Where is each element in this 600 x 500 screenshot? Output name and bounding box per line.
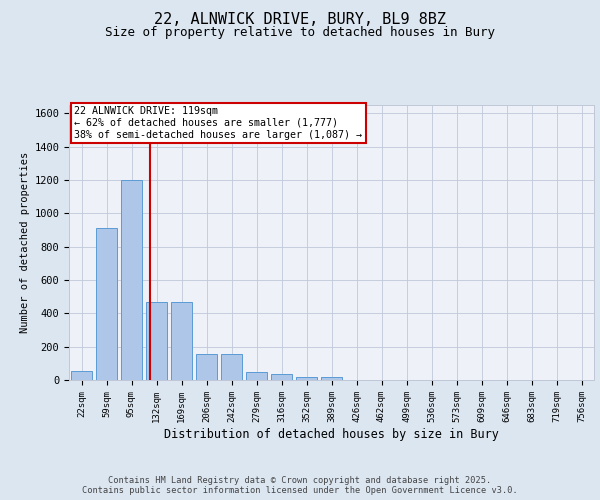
Bar <box>196 354 217 380</box>
Bar <box>171 302 192 380</box>
Bar <box>146 302 167 380</box>
Bar <box>321 376 342 380</box>
Text: 22, ALNWICK DRIVE, BURY, BL9 8BZ: 22, ALNWICK DRIVE, BURY, BL9 8BZ <box>154 12 446 28</box>
Bar <box>121 180 142 380</box>
Bar <box>96 228 117 380</box>
Text: Size of property relative to detached houses in Bury: Size of property relative to detached ho… <box>105 26 495 39</box>
X-axis label: Distribution of detached houses by size in Bury: Distribution of detached houses by size … <box>164 428 499 440</box>
Y-axis label: Number of detached properties: Number of detached properties <box>20 152 30 333</box>
Text: Contains HM Land Registry data © Crown copyright and database right 2025.: Contains HM Land Registry data © Crown c… <box>109 476 491 485</box>
Bar <box>296 376 317 380</box>
Bar <box>271 374 292 380</box>
Text: 22 ALNWICK DRIVE: 119sqm
← 62% of detached houses are smaller (1,777)
38% of sem: 22 ALNWICK DRIVE: 119sqm ← 62% of detach… <box>74 106 362 140</box>
Bar <box>246 372 267 380</box>
Bar <box>71 371 92 380</box>
Text: Contains public sector information licensed under the Open Government Licence v3: Contains public sector information licen… <box>82 486 518 495</box>
Bar <box>221 354 242 380</box>
